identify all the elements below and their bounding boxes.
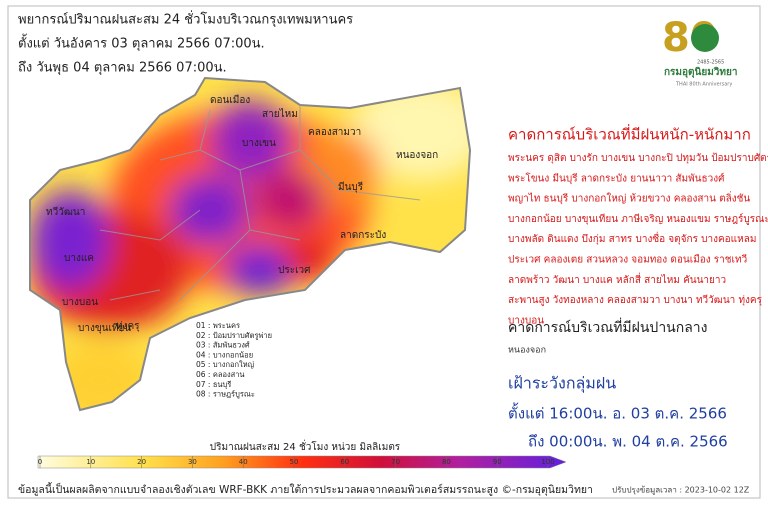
- moderate-heading: คาดการณ์บริเวณที่มีฝนปานกลาง: [508, 318, 708, 336]
- key-entry: 06 : คลองสาน: [196, 370, 245, 379]
- map-label: บางบอน: [62, 297, 98, 308]
- title: พยากรณ์ปริมาณฝนสะสม 24 ชั่วโมงบริเวณกรุง…: [18, 11, 353, 28]
- colorbar-tick-label: 0: [38, 458, 42, 466]
- colorbar-ticks: 0 10 20 30 40 50 60 70 80 90 100: [38, 456, 555, 468]
- watch-from: ตั้งแต่ 16:00น. อ. 03 ต.ค. 2566: [508, 403, 727, 423]
- colorbar-tick-label: 100: [541, 458, 554, 466]
- heavy-list: พระนคร ดุสิต บางรัก บางเขน บางกะปิ ปทุมว…: [508, 152, 768, 326]
- heavy-line: สะพานสูง วังทองหลาง คลองสามวา บางนา ทวีว…: [508, 294, 763, 306]
- watch-heading: เฝ้าระวังกลุ่มฝน: [508, 374, 616, 394]
- colorbar-tick-label: 80: [442, 458, 451, 466]
- heavy-line: ลาดพร้าว วัฒนา บางแค หลักสี่ สายไหม คันน…: [508, 272, 726, 286]
- key-entry: 03 : สัมพันธวงศ์: [196, 341, 250, 350]
- colorbar-label: ปริมาณฝนสะสม 24 ชั่วโมง หน่วย มิลลิเมตร: [210, 439, 401, 453]
- map-label: ลาดกระบัง: [340, 230, 386, 241]
- city-boundary: [29, 76, 472, 412]
- map-label: หนองจอก: [396, 150, 438, 161]
- logo-name: กรมอุตุนิยมวิทยา: [664, 66, 738, 78]
- map-label: บางเขน: [242, 138, 276, 149]
- logo-years: 2485-2565: [697, 60, 724, 66]
- colorbar-tick-label: 20: [137, 458, 146, 466]
- rain-map: [30, 78, 470, 410]
- colorbar: [37, 455, 567, 469]
- district-boundaries: [99, 105, 421, 301]
- title-to: ถึง วันพุธ 04 ตุลาคม 2566 07:00น.: [18, 61, 227, 76]
- frame: [7, 5, 761, 499]
- title-from: ตั้งแต่ วันอังคาร 03 ตุลาคม 2566 07:00น.: [18, 34, 265, 52]
- logo: 80 2485-2565 กรมอุตุนิยมวิทยา THAI 80th …: [662, 15, 738, 88]
- heavy-line: พระโขนง มีนบุรี ลาดกระบัง ยานนาวา สัมพัน…: [508, 171, 725, 184]
- colorbar-tick-label: 70: [391, 458, 400, 466]
- colorbar-tick-label: 50: [290, 458, 299, 466]
- map-label: ทวีวัฒนา: [46, 206, 85, 218]
- colorbar-tick-label: 90: [493, 458, 502, 466]
- map-label: คลองสามวา: [308, 127, 361, 138]
- map-label: ทุ่งครุ: [116, 321, 140, 332]
- heavy-line: พญาไท ธนบุรี บางกอกใหญ่ ห้วยขวาง คลองสาน…: [508, 191, 750, 205]
- heavy-line: บางพลัด ดินแดง บึงกุ่ม สาทร บางซื่อ จตุจ…: [508, 231, 756, 245]
- map-label: มีนบุรี: [338, 181, 364, 193]
- colorbar-tick-label: 60: [340, 458, 349, 466]
- key-entry: 01 : พระนคร: [196, 321, 240, 330]
- moderate-list: หนองจอก: [508, 346, 546, 356]
- map-label: บางแค: [64, 253, 94, 264]
- map-label: บางขุนเทียน: [78, 322, 131, 334]
- key-entry: 04 : บางกอกน้อย: [196, 350, 253, 359]
- key-entry: 02 : ป้อมปราบศัตรูพ่าย: [196, 331, 272, 340]
- footer-source: ข้อมูลนี้เป็นผลผลิตจากแบบจำลองเชิงตัวเลข…: [18, 482, 593, 496]
- heavy-line: บางบอน: [508, 315, 544, 326]
- colorbar-tick-label: 40: [239, 458, 248, 466]
- colorbar-tick-label: 10: [86, 458, 95, 466]
- map-label: สายไหม: [262, 108, 298, 120]
- heavy-line: พระนคร ดุสิต บางรัก บางเขน บางกะปิ ปทุมว…: [508, 152, 768, 164]
- key-entry: 05 : บางกอกใหญ่: [196, 360, 254, 369]
- watch-to: ถึง 00:00น. พ. 04 ต.ค. 2566: [528, 433, 728, 451]
- heavy-line: บางกอกน้อย บางขุนเทียน ภาษีเจริญ หนองแขม…: [508, 213, 768, 225]
- map-label: ดอนเมือง: [210, 94, 250, 106]
- map-label: ประเวศ: [278, 265, 311, 276]
- logo-emblem: [691, 24, 719, 52]
- key-entry: 08 : ราษฎร์บูรณะ: [196, 390, 255, 399]
- heavy-heading: คาดการณ์บริเวณที่มีฝนหนัก-หนักมาก: [508, 124, 751, 144]
- heavy-line: ประเวศ คลองเตย สวนหลวง จอมทอง ดอนเมือง ร…: [508, 254, 747, 266]
- colorbar-tick-label: 30: [188, 458, 197, 466]
- footer-updated: ปรับปรุงข้อมูลเวลา : 2023-10-02 12Z: [612, 486, 750, 496]
- key-entry: 07 : ธนบุรี: [196, 380, 231, 389]
- logo-anniversary: THAI 80th Anniversary: [675, 82, 732, 88]
